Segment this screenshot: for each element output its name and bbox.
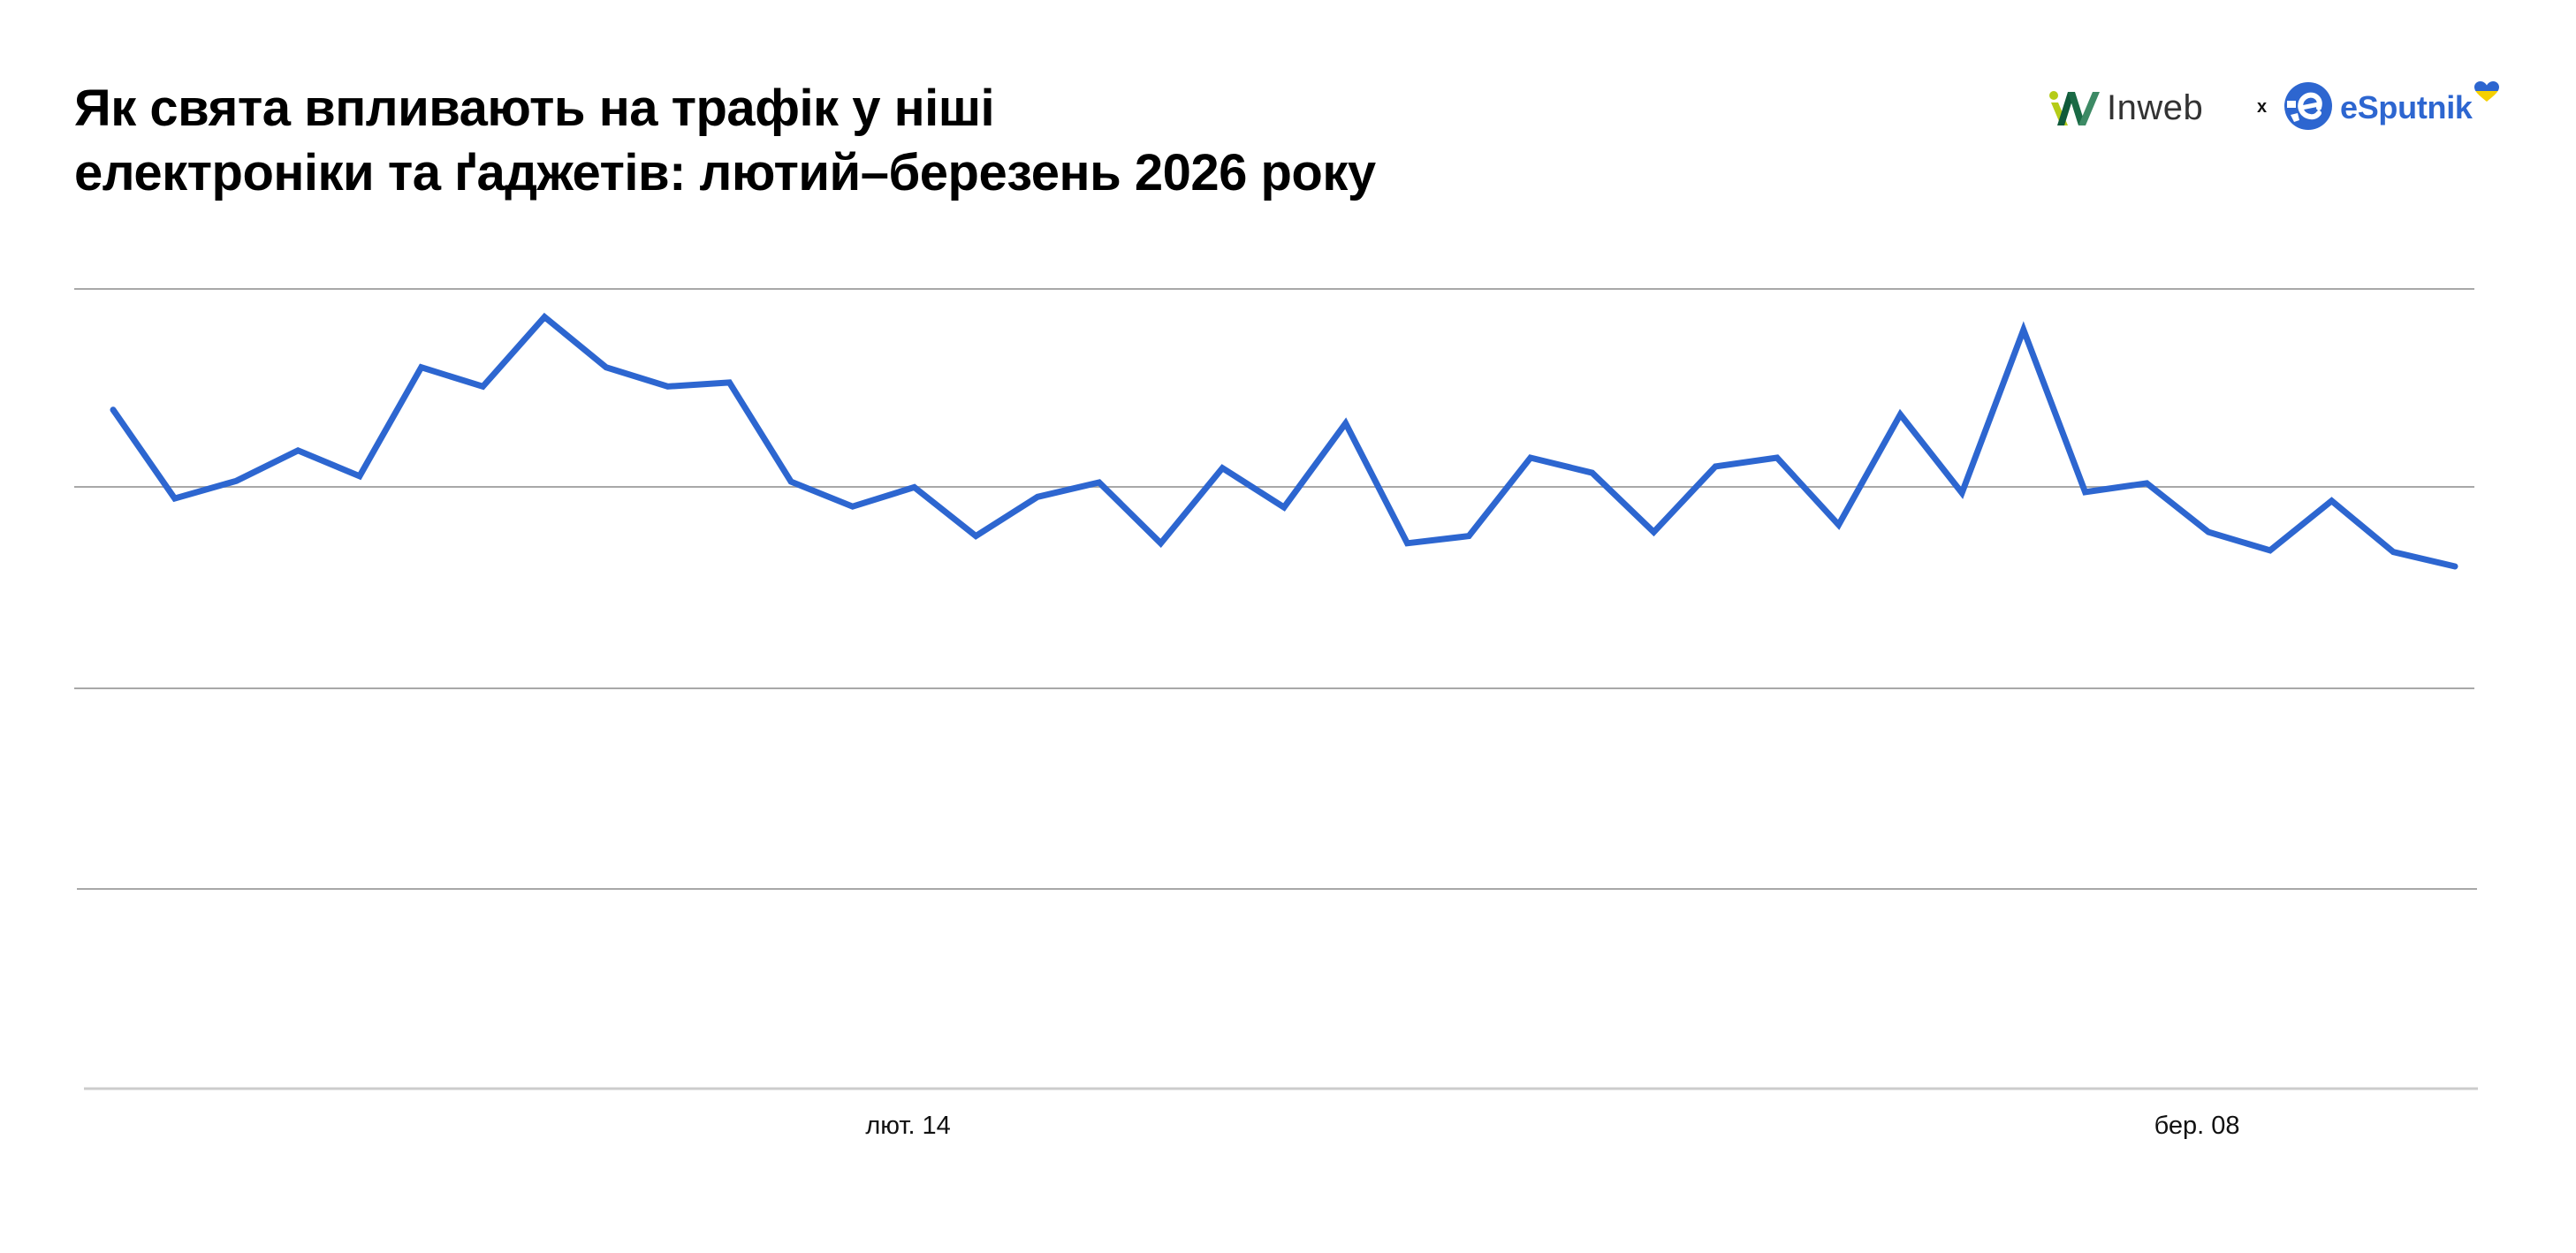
x-tick-label: бер. 08 (2154, 1112, 2240, 1140)
logo-separator: x (2257, 97, 2268, 117)
traffic-series-line (110, 312, 2458, 570)
chart-title-line-1: Як свята впливають на трафік у ніші (74, 80, 995, 137)
inweb-logo: Inweb (2048, 85, 2203, 131)
inweb-w-icon (2048, 88, 2103, 127)
partner-logos: Inweb x eSputnik (2048, 80, 2526, 135)
chart-title-line-2: електроніки та ґаджетів: лютий–березень … (74, 144, 1376, 201)
esputnik-logo: eSputnik (2283, 80, 2499, 135)
ukraine-heart-icon (2473, 80, 2499, 107)
chart-title: Як свята впливають на трафік у ніші елек… (74, 76, 1376, 205)
gridlines (74, 288, 2478, 1090)
x-tick-label: лют. 14 (865, 1112, 951, 1140)
esputnik-e-icon (2283, 81, 2333, 135)
inweb-wordmark: Inweb (2107, 87, 2204, 127)
esputnik-wordmark: eSputnik (2340, 89, 2473, 125)
